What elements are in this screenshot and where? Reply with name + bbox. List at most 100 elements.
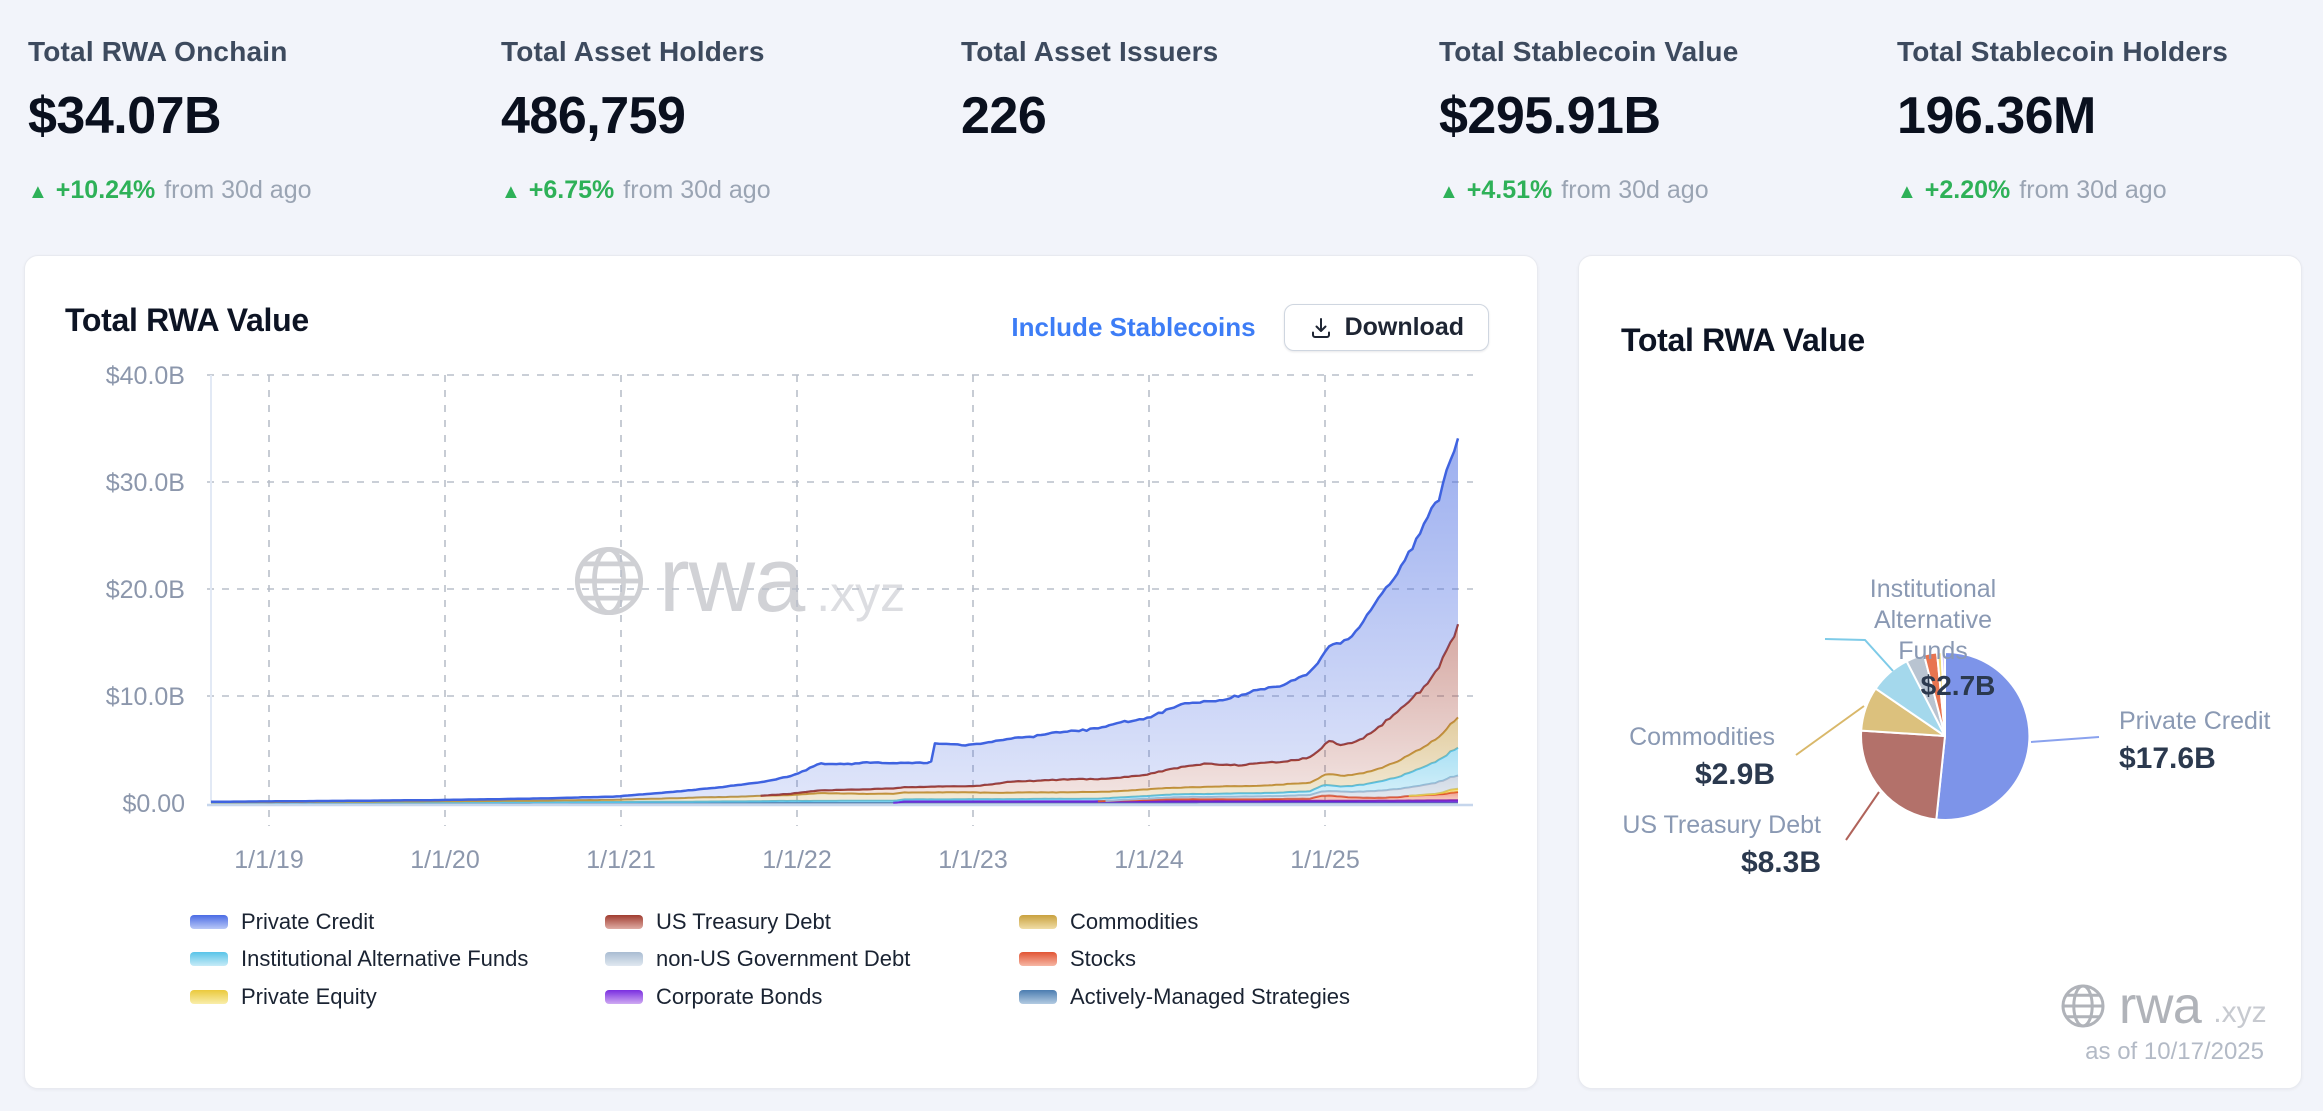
- legend-swatch-corporate-bonds: [605, 990, 643, 1004]
- pie-label-value-us-treasury-debt: $8.3B: [1740, 846, 1821, 879]
- pie-leader-line-private-credit: [2030, 736, 2100, 743]
- stacked-area-chart[interactable]: $40.0B $30.0B $20.0B $10.0B $0.00 1/1/19 1/1/2…: [25, 256, 1537, 1088]
- area-card-title: Total RWA Value: [65, 302, 309, 338]
- pie-leader-line-commodities: [1795, 705, 1865, 756]
- legend-swatch-institutional-alternative-funds: [190, 952, 228, 966]
- stat-label: Total Stablecoin Holders: [1897, 36, 2228, 67]
- total-rwa-value-area-card: rwa .xyz Total RWA Value Include Stablec…: [24, 255, 1538, 1089]
- up-triangle-icon: ▲: [28, 181, 48, 203]
- legend-swatch-private-equity: [190, 990, 228, 1004]
- legend-swatch-stocks: [1019, 952, 1057, 966]
- stat-change-suffix: from 30d ago: [164, 176, 312, 204]
- stat-value: $295.91B: [1439, 87, 1661, 145]
- legend-item-institutional-alternative-funds[interactable]: Institutional Alternative Funds: [190, 946, 528, 972]
- legend-item-non-us-government-debt[interactable]: non-US Government Debt: [605, 946, 910, 972]
- stat-change-suffix: from 30d ago: [1561, 176, 1709, 204]
- stat-label: Total Asset Holders: [501, 36, 765, 67]
- y-axis-label: $0.00: [122, 790, 185, 818]
- x-axis-label: 1/1/24: [1114, 846, 1184, 874]
- y-axis-label: $10.0B: [106, 683, 185, 711]
- stat-change-percent: +4.51%: [1466, 176, 1553, 204]
- download-button[interactable]: Download: [1283, 304, 1489, 351]
- pie-label-value-institutional-alternative-funds: $2.7B: [1920, 670, 1996, 701]
- download-button-label: Download: [1344, 313, 1464, 341]
- legend-item-commodities[interactable]: Commodities: [1019, 909, 1198, 935]
- y-axis-label: $30.0B: [106, 469, 185, 497]
- pie-label-name: Commodities: [1629, 723, 1775, 751]
- legend-item-actively-managed-strategies[interactable]: Actively-Managed Strategies: [1019, 984, 1350, 1010]
- stat-change: ▲ +10.24% from 30d ago: [28, 176, 312, 205]
- download-icon: [1311, 317, 1330, 338]
- pie-label-name: US Treasury Debt: [1622, 811, 1821, 839]
- pie-leader-line-institutional-alternative-funds: [1824, 638, 1894, 672]
- stat-total-stablecoin-holders: Total Stablecoin Holders 196.36M ▲ +2.20% fr…: [1897, 36, 2323, 236]
- stat-total-stablecoin-value: Total Stablecoin Value $295.91B ▲ +4.51% fro…: [1439, 36, 1889, 236]
- stat-label: Total Asset Issuers: [961, 36, 1219, 67]
- pie-label-name: Private Credit: [2119, 707, 2271, 735]
- x-axis-label: 1/1/22: [762, 846, 832, 874]
- total-rwa-value-pie-card: Total RWA Value Private Credit $17.6B US T…: [1578, 255, 2302, 1089]
- legend-item-us-treasury-debt[interactable]: US Treasury Debt: [605, 909, 831, 935]
- x-axis-label: 1/1/25: [1290, 846, 1360, 874]
- stat-value: 196.36M: [1897, 87, 2096, 145]
- legend-item-private-credit[interactable]: Private Credit: [190, 909, 374, 935]
- up-triangle-icon: ▲: [501, 181, 521, 203]
- legend-label: Stocks: [1070, 946, 1137, 971]
- pie-label-name: Institutional Alternative Funds: [1869, 575, 1997, 665]
- include-stablecoins-link[interactable]: Include Stablecoins: [1011, 312, 1256, 342]
- stat-change: ▲ +2.20% from 30d ago: [1897, 176, 2167, 205]
- area-band-stocks: [1097, 792, 1458, 802]
- stat-change: ▲ +6.75% from 30d ago: [501, 176, 771, 205]
- y-axis-label: $40.0B: [106, 362, 185, 390]
- legend-swatch-private-credit: [190, 915, 228, 929]
- stat-total-asset-holders: Total Asset Holders 486,759 ▲ +6.75% from 30…: [501, 36, 951, 236]
- pie-card-title: Total RWA Value: [1621, 322, 1865, 358]
- stat-change: ▲ +4.51% from 30d ago: [1439, 176, 1709, 205]
- up-triangle-icon: ▲: [1439, 181, 1459, 203]
- stat-value: $34.07B: [28, 87, 222, 145]
- stat-value: 486,759: [501, 87, 686, 145]
- up-triangle-icon: ▲: [1897, 181, 1917, 203]
- x-axis-label: 1/1/19: [234, 846, 304, 874]
- stat-change-suffix: from 30d ago: [623, 176, 771, 204]
- legend-label: Private Credit: [241, 909, 375, 934]
- area-band-private-credit: [211, 438, 1458, 803]
- stat-label: Total RWA Onchain: [28, 36, 288, 67]
- pie-label-value-private-credit: $17.6B: [2119, 742, 2216, 775]
- x-axis-label: 1/1/23: [938, 846, 1008, 874]
- as-of-date: as of 10/17/2025: [2085, 1038, 2264, 1065]
- legend-label: Corporate Bonds: [656, 984, 823, 1009]
- legend-swatch-non-us-government-debt: [605, 952, 643, 966]
- area-band-non-us-government-debt: [1105, 775, 1458, 801]
- pie-label-us-treasury-debt: US Treasury Debt $8.3B: [1622, 810, 1821, 880]
- area-card-actions: Include Stablecoins Download: [1011, 304, 1489, 351]
- legend-label: non-US Government Debt: [656, 946, 911, 971]
- pie-slice-actively-managed-strategies[interactable]: [1943, 650, 1946, 737]
- legend-swatch-commodities: [1019, 915, 1057, 929]
- legend-item-stocks[interactable]: Stocks: [1019, 946, 1136, 972]
- legend-label: US Treasury Debt: [656, 909, 831, 934]
- y-axis-label: $20.0B: [106, 576, 185, 604]
- legend-item-private-equity[interactable]: Private Equity: [190, 984, 377, 1010]
- pie-slice-private-credit[interactable]: [1935, 650, 2031, 821]
- legend-label: Actively-Managed Strategies: [1070, 984, 1351, 1009]
- legend-label: Institutional Alternative Funds: [241, 946, 529, 971]
- pie-chart[interactable]: [1579, 256, 2301, 1088]
- pie-label-commodities: Commodities $2.9B: [1629, 722, 1775, 792]
- legend-label: Commodities: [1070, 909, 1199, 934]
- pie-label-value-commodities: $2.9B: [1694, 758, 1775, 791]
- stat-total-asset-issuers: Total Asset Issuers 226: [961, 36, 1411, 236]
- stat-total-rwa-onchain: Total RWA Onchain $34.07B ▲ +10.24% from 30d…: [28, 36, 478, 236]
- pie-slice-us-treasury-debt[interactable]: [1860, 729, 1946, 821]
- stat-label: Total Stablecoin Value: [1439, 36, 1739, 67]
- legend-swatch-us-treasury-debt: [605, 915, 643, 929]
- area-line-private-credit: [210, 438, 1460, 804]
- stat-change-suffix: from 30d ago: [2019, 176, 2167, 204]
- stat-change-percent: +2.20%: [1924, 176, 2011, 204]
- legend-item-corporate-bonds[interactable]: Corporate Bonds: [605, 984, 822, 1010]
- legend-label: Private Equity: [241, 984, 377, 1009]
- pie-label-institutional-alternative-funds: Institutional Alternative Funds: [1803, 574, 2063, 667]
- legend-swatch-actively-managed-strategies: [1019, 990, 1057, 1004]
- stat-change-percent: +6.75%: [528, 176, 615, 204]
